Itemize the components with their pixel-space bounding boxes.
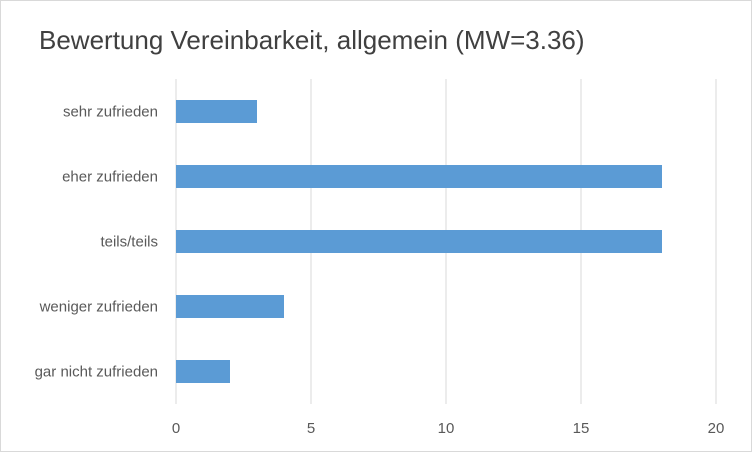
category-label-0: sehr zufrieden — [63, 104, 158, 121]
x-tick-label-3: 15 — [573, 420, 590, 437]
bar-2 — [176, 230, 662, 253]
category-label-2: teils/teils — [100, 234, 158, 251]
x-tick-label-0: 0 — [172, 420, 180, 437]
bar-0 — [176, 100, 257, 123]
bar-4 — [176, 360, 230, 383]
x-tick-label-4: 20 — [708, 420, 725, 437]
x-tick-label-1: 5 — [307, 420, 315, 437]
x-tick-label-2: 10 — [438, 420, 455, 437]
bar-1 — [176, 165, 662, 188]
bar-3 — [176, 295, 284, 318]
category-label-1: eher zufrieden — [62, 169, 158, 186]
chart-title: Bewertung Vereinbarkeit, allgemein (MW=3… — [39, 25, 585, 55]
category-label-3: weniger zufrieden — [39, 299, 158, 316]
category-label-4: gar nicht zufrieden — [35, 364, 158, 381]
